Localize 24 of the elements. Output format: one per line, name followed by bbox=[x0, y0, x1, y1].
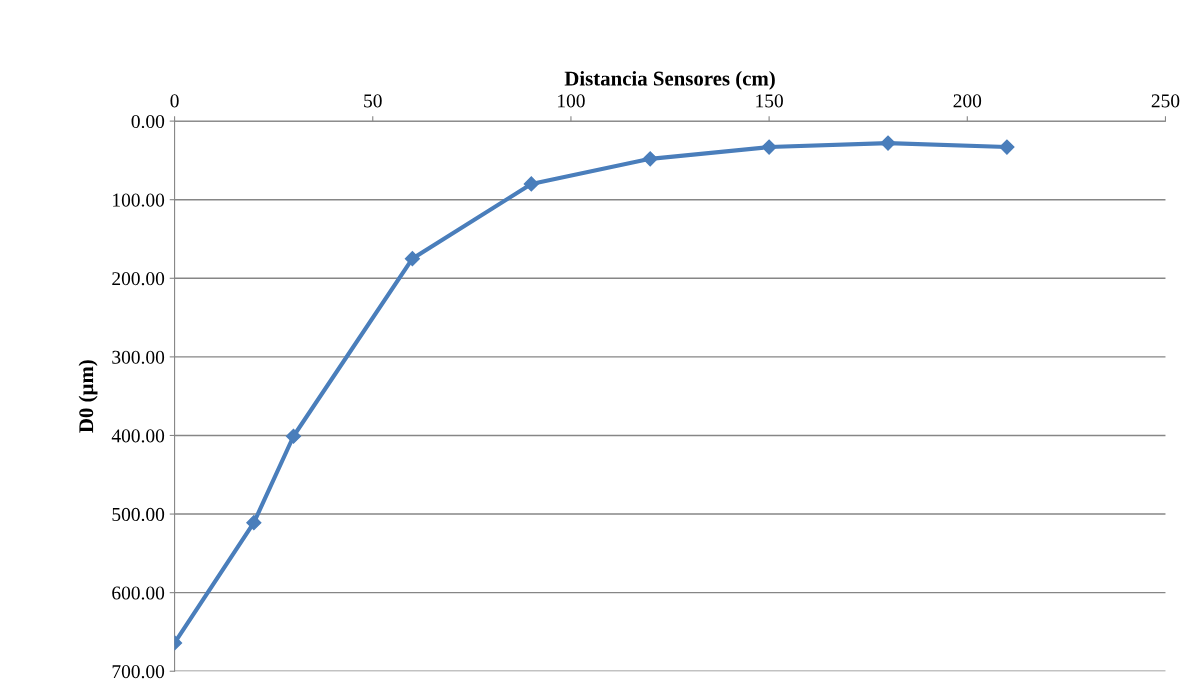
point bbox=[523, 176, 539, 192]
point bbox=[880, 135, 896, 151]
y-tick-label: 0.00 bbox=[131, 114, 165, 129]
x-tick-label: 0 bbox=[170, 94, 179, 108]
x-tick-label: 250 bbox=[1151, 94, 1180, 108]
y-tick-label: 200.00 bbox=[112, 272, 165, 286]
y-tick-label: 500.00 bbox=[112, 507, 165, 522]
y-tick-label: 700.00 bbox=[112, 665, 165, 679]
y-tick-label: 400.00 bbox=[111, 429, 165, 443]
point bbox=[761, 139, 777, 155]
x-tick-label: 200 bbox=[953, 94, 982, 108]
point bbox=[999, 139, 1015, 155]
y-axis-title: D0 (µm) bbox=[78, 360, 98, 433]
x-tick-label: 150 bbox=[756, 94, 783, 108]
point bbox=[642, 151, 658, 167]
x-axis-title: Distancia Sensores (cm) bbox=[564, 70, 775, 90]
y-tick-label: 100.00 bbox=[113, 193, 165, 207]
point bbox=[404, 251, 420, 267]
y-tick-label: 600.00 bbox=[112, 586, 165, 600]
x-tick-label: 100 bbox=[558, 94, 585, 108]
x-tick-label: 50 bbox=[364, 94, 382, 108]
y-tick-label: 300.00 bbox=[112, 350, 165, 364]
point bbox=[246, 515, 262, 531]
point bbox=[285, 428, 302, 444]
